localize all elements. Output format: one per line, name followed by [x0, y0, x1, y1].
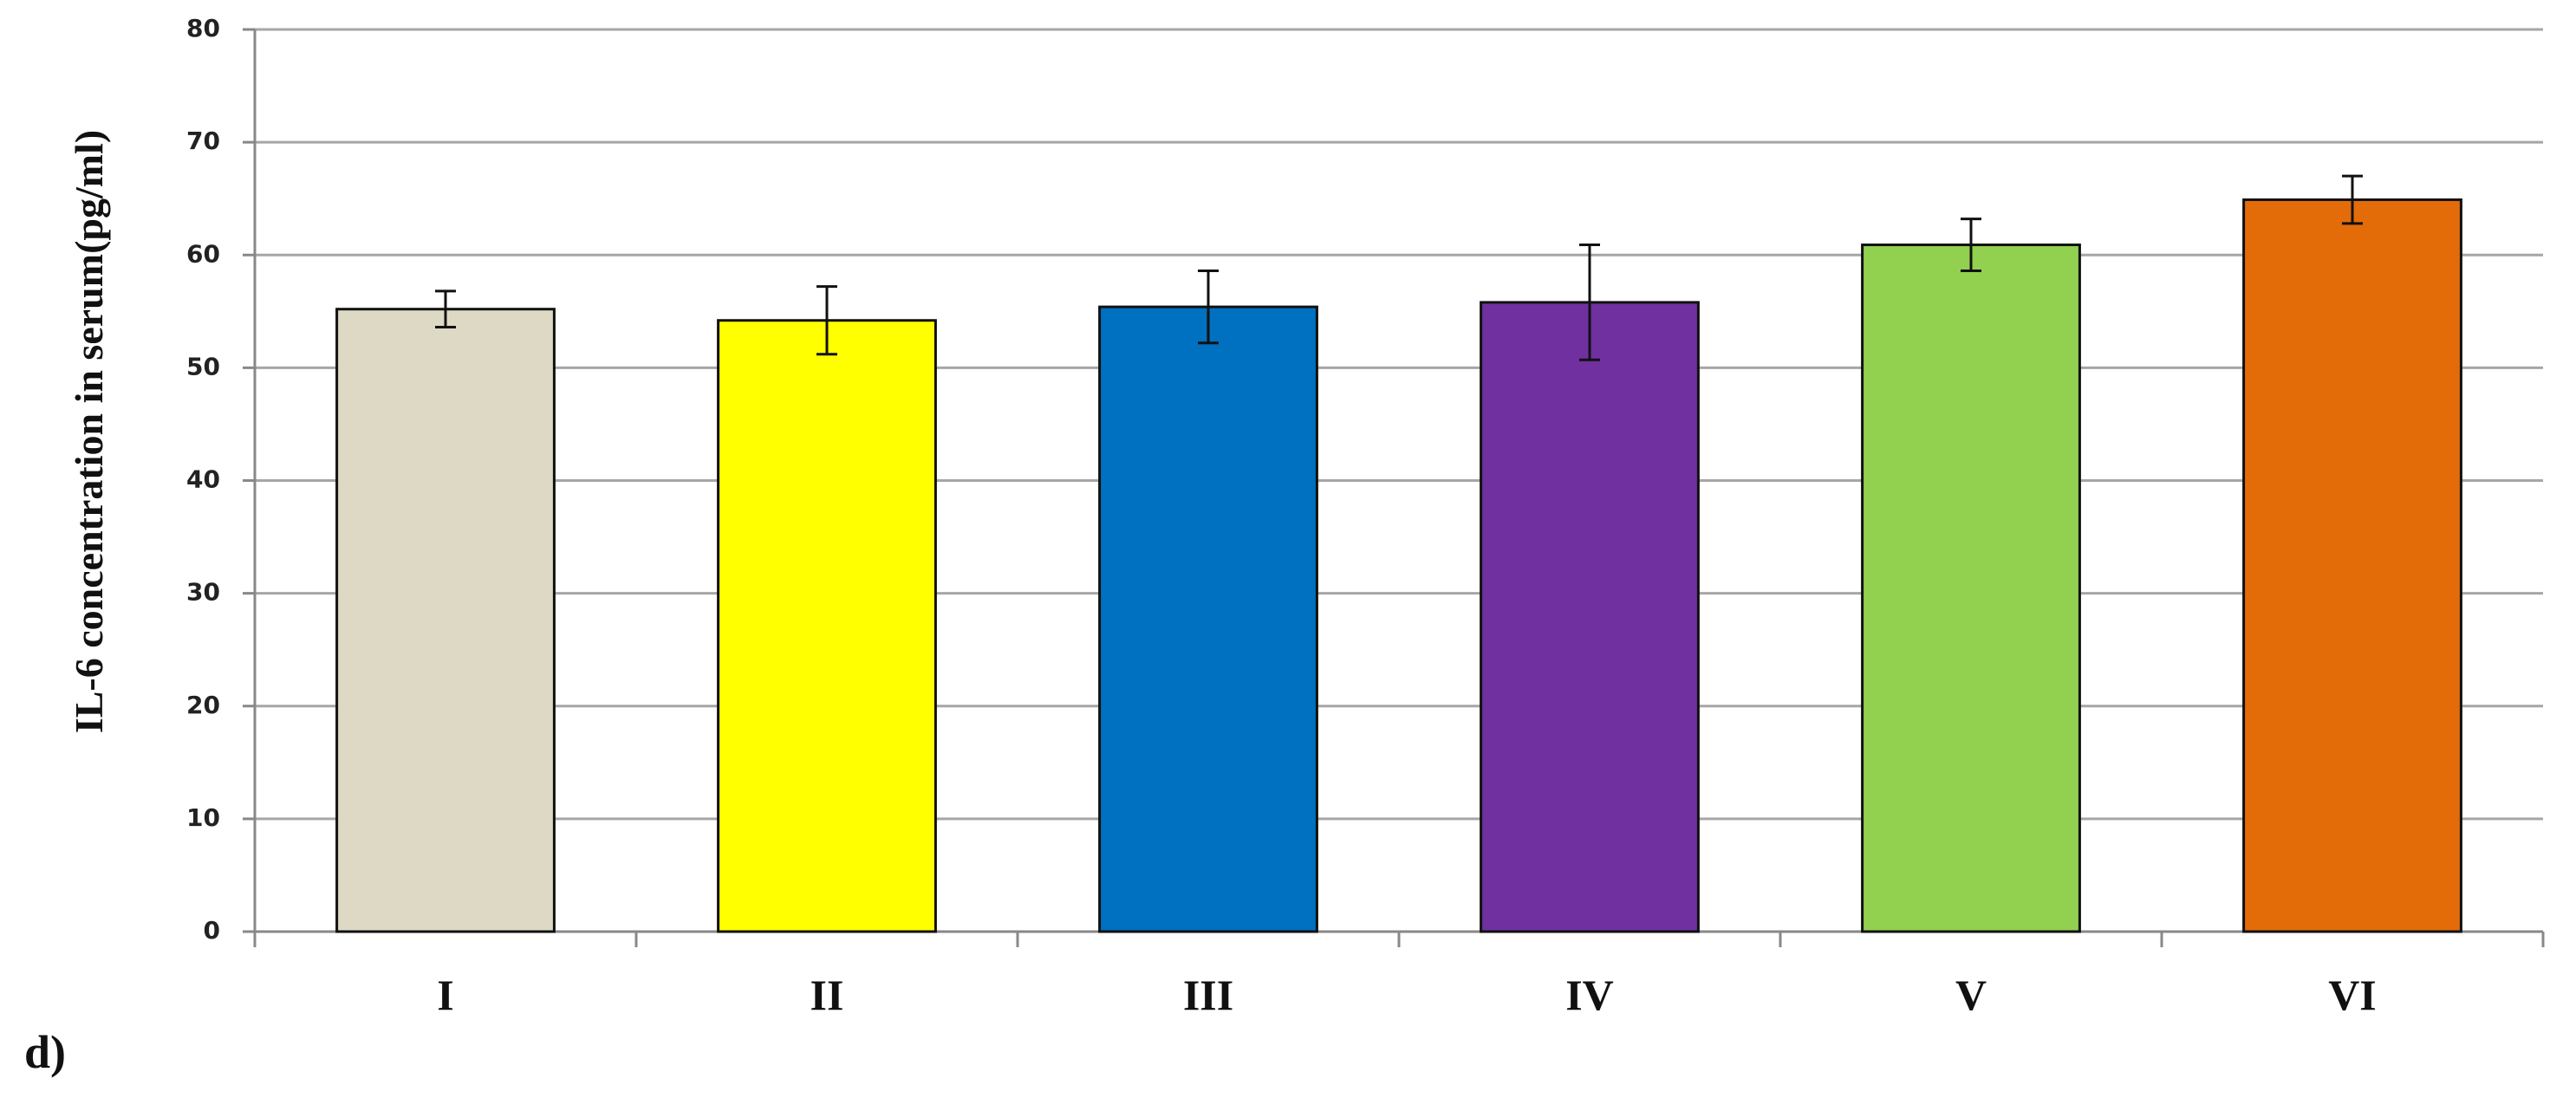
error-bar	[1961, 218, 1981, 272]
y-tick-label: 70	[186, 127, 220, 155]
error-bar	[2342, 174, 2363, 225]
y-axis-label: IL-6 concentration in serum(pg/ml)	[67, 130, 111, 733]
x-tick-label: I	[437, 971, 453, 1019]
error-bar	[1198, 269, 1219, 345]
bar	[717, 319, 937, 933]
panel-label: d)	[24, 1026, 66, 1078]
y-tick-label: 40	[186, 465, 220, 494]
y-tick-label: 80	[186, 14, 220, 42]
y-tick-label: 60	[186, 239, 220, 268]
error-bar	[816, 285, 837, 356]
error-bar	[1579, 244, 1600, 361]
x-tick-label: V	[1955, 971, 1987, 1019]
error-bar	[435, 289, 456, 329]
bar	[1098, 305, 1318, 933]
bar	[1861, 244, 2081, 933]
y-tick-label: 30	[186, 578, 220, 607]
x-tick-label: VI	[2328, 971, 2377, 1019]
y-tick-label: 20	[186, 691, 220, 719]
x-tick-label: II	[810, 971, 844, 1019]
y-tick-label: 50	[186, 352, 220, 380]
bar	[335, 308, 556, 933]
y-tick-label: 10	[186, 803, 220, 832]
y-tick-label: 0	[204, 916, 220, 945]
bar	[1480, 301, 1700, 933]
x-tick-label: III	[1183, 971, 1233, 1019]
x-tick-label: IV	[1565, 971, 1614, 1019]
bar	[2242, 198, 2462, 933]
